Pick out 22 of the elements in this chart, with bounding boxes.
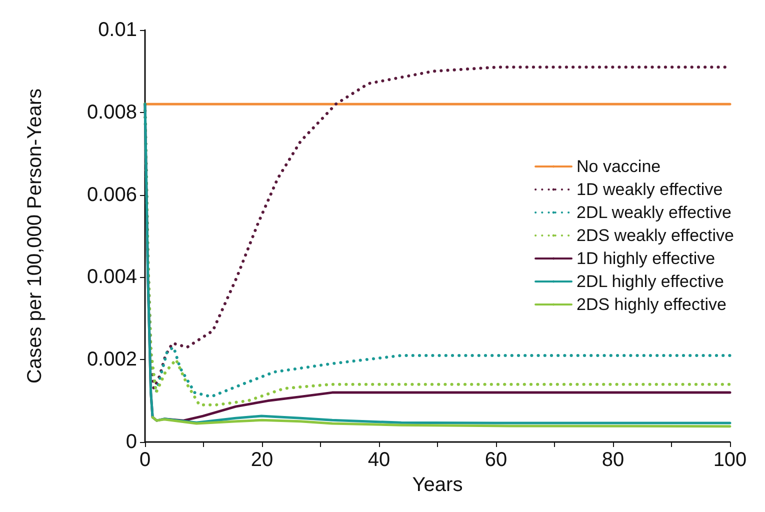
x-tick-label: 60 xyxy=(484,449,508,471)
y-tick-label: 0.008 xyxy=(86,101,137,124)
x-tick-label: 100 xyxy=(713,449,747,471)
legend-label: 2DL highly effective xyxy=(576,272,724,291)
legend-label: 2DS weakly effective xyxy=(576,226,734,245)
y-axis-title: Cases per 100,000 Person-Years xyxy=(24,88,46,384)
y-tick-label: 0.002 xyxy=(86,348,137,371)
x-tick-label: 20 xyxy=(250,449,274,471)
y-tick-label: 0 xyxy=(126,431,137,453)
x-tick-label: 0 xyxy=(139,449,151,471)
legend-label: 2DL weakly effective xyxy=(576,203,732,222)
legend-label: 1D highly effective xyxy=(576,249,716,268)
y-tick-label: 0.006 xyxy=(86,184,137,206)
line-series xyxy=(151,416,732,428)
y-tick-label: 0.01 xyxy=(98,19,137,41)
x-tick-label: 80 xyxy=(602,449,624,471)
legend-label: 1D weakly effective xyxy=(576,180,723,199)
x-axis-title: Years xyxy=(412,474,463,496)
legend-label: No vaccine xyxy=(576,157,661,176)
y-tick-label: 0.004 xyxy=(86,266,137,288)
x-tick-label: 40 xyxy=(368,449,390,471)
legend-label: 2DS highly effective xyxy=(576,295,726,314)
